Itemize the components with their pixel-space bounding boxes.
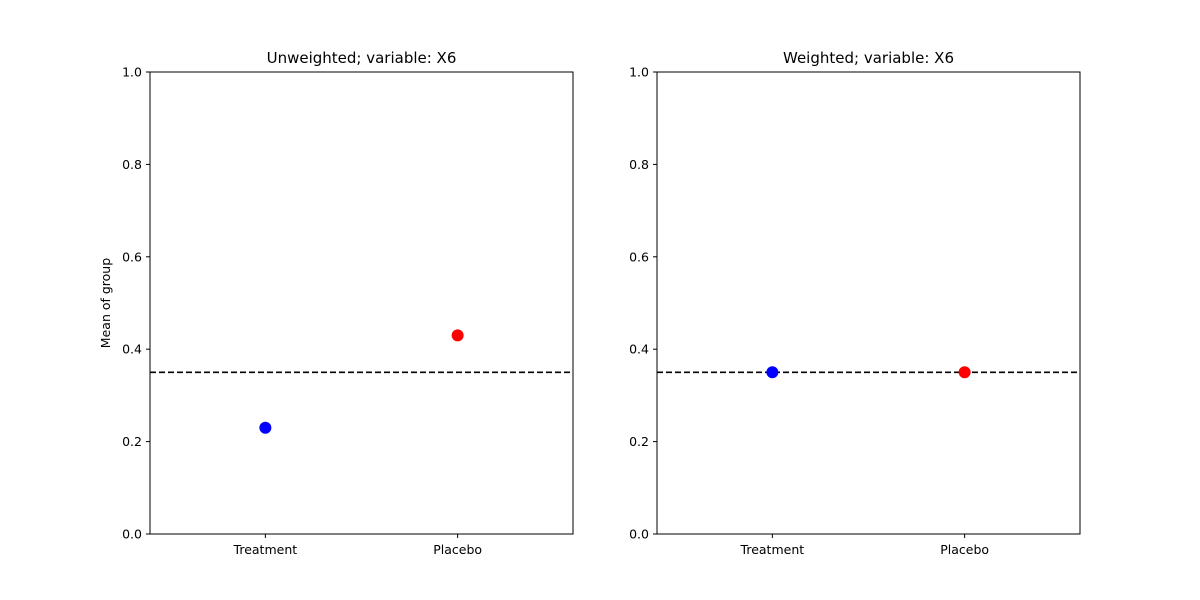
- point-treatment: [766, 366, 779, 379]
- y-axis-label: Mean of group: [98, 258, 113, 348]
- y-tick-label: 0.0: [629, 527, 649, 542]
- panel-weighted: Weighted; variable: X6 0.0 0.2 0.4 0.6 0.8 1.0…: [629, 49, 1081, 557]
- y-tick-label: 1.0: [122, 65, 142, 80]
- chart-title: Unweighted; variable: X6: [267, 49, 457, 67]
- y-tick-label: 0.4: [629, 342, 649, 357]
- point-treatment: [259, 421, 272, 434]
- y-tick-label: 0.4: [122, 342, 142, 357]
- panel-unweighted: Unweighted; variable: X6 0.0 0.2 0.4 0.6 0.8 1…: [98, 49, 574, 557]
- x-tick-label: Treatment: [233, 542, 298, 557]
- x-tick-label: Placebo: [940, 542, 989, 557]
- x-tick-label: Placebo: [433, 542, 482, 557]
- chart-title: Weighted; variable: X6: [783, 49, 954, 67]
- y-tick-label: 1.0: [629, 65, 649, 80]
- x-tick-label: Treatment: [740, 542, 805, 557]
- point-placebo: [451, 329, 464, 342]
- plot-frame: [656, 71, 1081, 535]
- y-tick-label: 0.0: [122, 527, 142, 542]
- y-tick-label: 0.6: [629, 249, 649, 264]
- plot-frame: [149, 71, 574, 535]
- y-tick-label: 0.2: [122, 434, 142, 449]
- y-tick-label: 0.2: [629, 434, 649, 449]
- y-tick-label: 0.8: [629, 157, 649, 172]
- y-tick-label: 0.6: [122, 249, 142, 264]
- y-tick-label: 0.8: [122, 157, 142, 172]
- point-placebo: [958, 366, 971, 379]
